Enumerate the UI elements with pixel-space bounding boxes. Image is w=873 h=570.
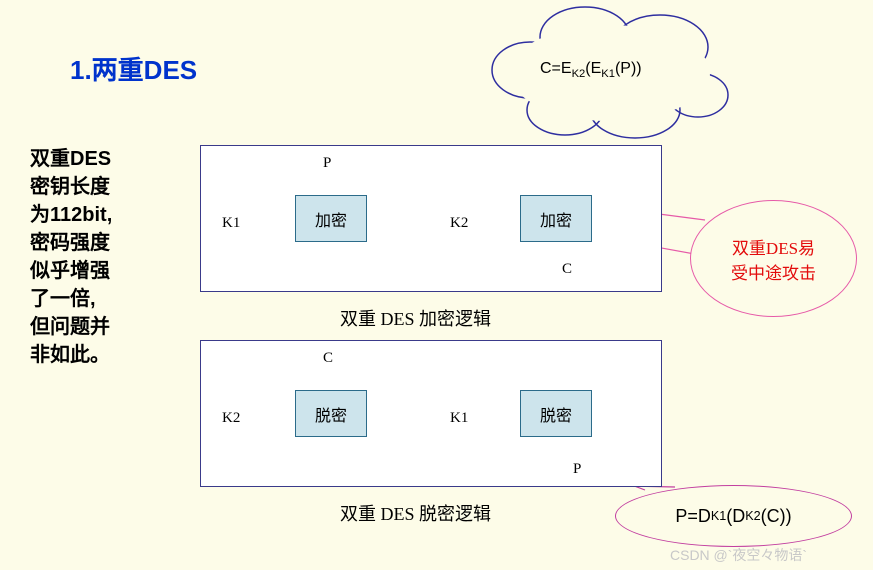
description-line: 似乎增强 — [30, 257, 112, 285]
label-k2b: K2 — [222, 410, 240, 427]
attack-line2: 受中途攻击 — [731, 264, 816, 283]
encryption-diagram-frame — [200, 145, 662, 292]
attack-warning-bubble: 双重DES易受中途攻击 — [690, 200, 857, 317]
label-c2: C — [323, 350, 333, 367]
attack-line1: 双重DES易 — [732, 239, 815, 258]
decrypt-node-2: 脱密 — [520, 390, 592, 437]
description-line: 双重DES — [30, 145, 112, 173]
encryption-caption: 双重 DES 加密逻辑 — [340, 305, 491, 331]
label-c: C — [562, 261, 572, 278]
label-k1b: K1 — [450, 410, 468, 427]
encrypt-node-2: 加密 — [520, 195, 592, 242]
encryption-formula: C=EK2(EK1(P)) — [540, 60, 642, 80]
decrypt-node-1: 脱密 — [295, 390, 367, 437]
decryption-formula-bubble: P=DK1(DK2(C)) — [615, 485, 852, 547]
label-k2: K2 — [450, 215, 468, 232]
decryption-diagram-frame — [200, 340, 662, 487]
label-p: P — [323, 155, 331, 172]
description-line: 非如此。 — [30, 341, 112, 369]
description-line: 密钥长度 — [30, 173, 112, 201]
description-text: 双重DES密钥长度为112bit,密码强度似乎增强了一倍,但问题并非如此。 — [30, 145, 112, 369]
description-line: 但问题并 — [30, 313, 112, 341]
description-line: 为112bit, — [30, 201, 112, 229]
decryption-caption: 双重 DES 脱密逻辑 — [340, 500, 491, 526]
description-line: 了一倍, — [30, 285, 112, 313]
watermark: CSDN @`夜空々物语` — [670, 545, 807, 565]
description-line: 密码强度 — [30, 229, 112, 257]
label-k1: K1 — [222, 215, 240, 232]
encrypt-node-1: 加密 — [295, 195, 367, 242]
label-p2: P — [573, 461, 581, 478]
slide-title: 1.两重DES — [70, 50, 197, 87]
